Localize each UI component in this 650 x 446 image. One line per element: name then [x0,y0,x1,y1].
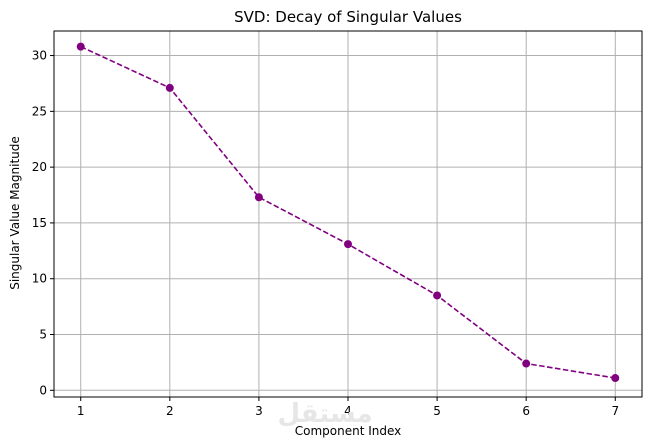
data-point [433,291,442,300]
y-tick-label: 10 [32,272,47,286]
y-axis-label: Singular Value Magnitude [8,136,22,290]
y-tick-label: 15 [32,216,47,230]
x-tick-label: 5 [433,404,441,418]
grid-lines [54,31,642,397]
data-series [76,42,620,383]
x-tick-label: 4 [344,404,352,418]
y-tick-label: 30 [32,49,47,63]
y-tick-label: 25 [32,104,47,118]
data-point [522,359,531,368]
x-ticks: 1 2 3 4 5 6 7 [77,397,619,418]
chart-title: SVD: Decay of Singular Values [234,8,462,26]
y-ticks: 0 5 10 15 20 25 30 [32,49,54,397]
x-tick-label: 6 [522,404,530,418]
x-axis-label: Component Index [295,424,402,438]
y-tick-label: 5 [39,328,47,342]
data-point [76,42,85,51]
data-point [165,83,174,92]
x-tick-label: 1 [77,404,85,418]
data-point [254,193,263,202]
data-point [611,374,620,383]
x-tick-label: 3 [255,404,263,418]
watermark: مستقل [277,399,372,429]
x-tick-label: 7 [611,404,619,418]
y-tick-label: 20 [32,160,47,174]
data-point [344,240,352,249]
x-tick-label: 2 [166,404,174,418]
y-tick-label: 0 [39,383,47,397]
